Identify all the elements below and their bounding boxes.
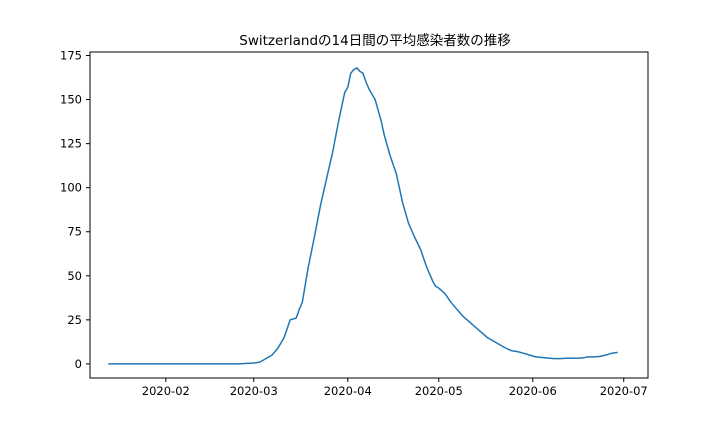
y-tick-label: 100 [60, 181, 82, 195]
y-tick-label: 25 [67, 313, 82, 327]
chart-title: Switzerlandの14日間の平均感染者数の推移 [239, 32, 510, 49]
y-tick-label: 125 [60, 137, 82, 151]
x-tick-label: 2020-05 [415, 384, 463, 398]
x-tick-label: 2020-04 [324, 384, 372, 398]
y-tick-label: 0 [75, 357, 82, 371]
x-tick-label: 2020-02 [142, 384, 190, 398]
series-line-0 [108, 67, 618, 365]
x-tick-label: 2020-03 [230, 384, 278, 398]
x-tick-label: 2020-06 [509, 384, 557, 398]
y-tick-label: 150 [60, 93, 82, 107]
plot-frame [89, 51, 649, 379]
y-tick-label: 175 [60, 49, 82, 63]
plot-area [108, 67, 618, 365]
x-axis: 2020-02 2020-03 2020-04 2020-05 2020-06 2020-… [142, 378, 648, 398]
y-tick-label: 50 [67, 269, 82, 283]
y-tick-label: 75 [67, 225, 82, 239]
x-tick-label: 2020-07 [600, 384, 648, 398]
y-axis: 0 25 50 75 100 125 150 175 [60, 49, 90, 371]
